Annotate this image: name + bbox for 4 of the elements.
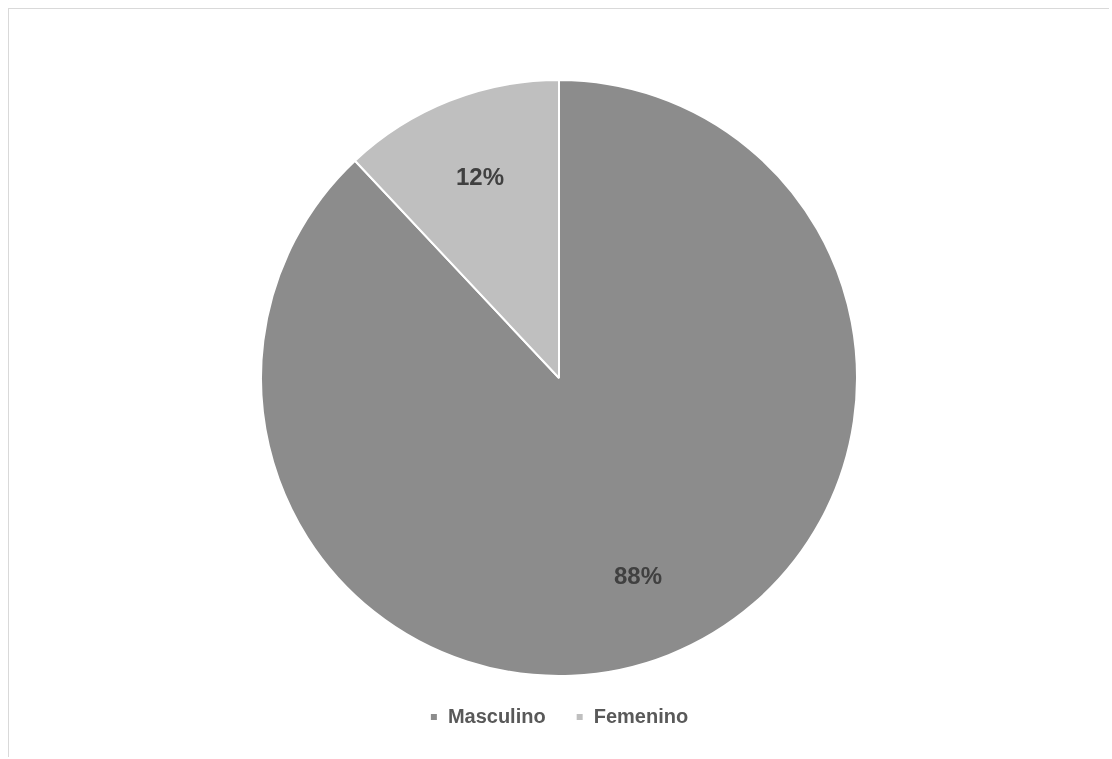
legend-label: Femenino xyxy=(593,704,689,727)
legend-label: Masculino xyxy=(447,704,546,727)
data-label: 12% xyxy=(455,163,505,191)
data-label: 88% xyxy=(613,562,663,590)
